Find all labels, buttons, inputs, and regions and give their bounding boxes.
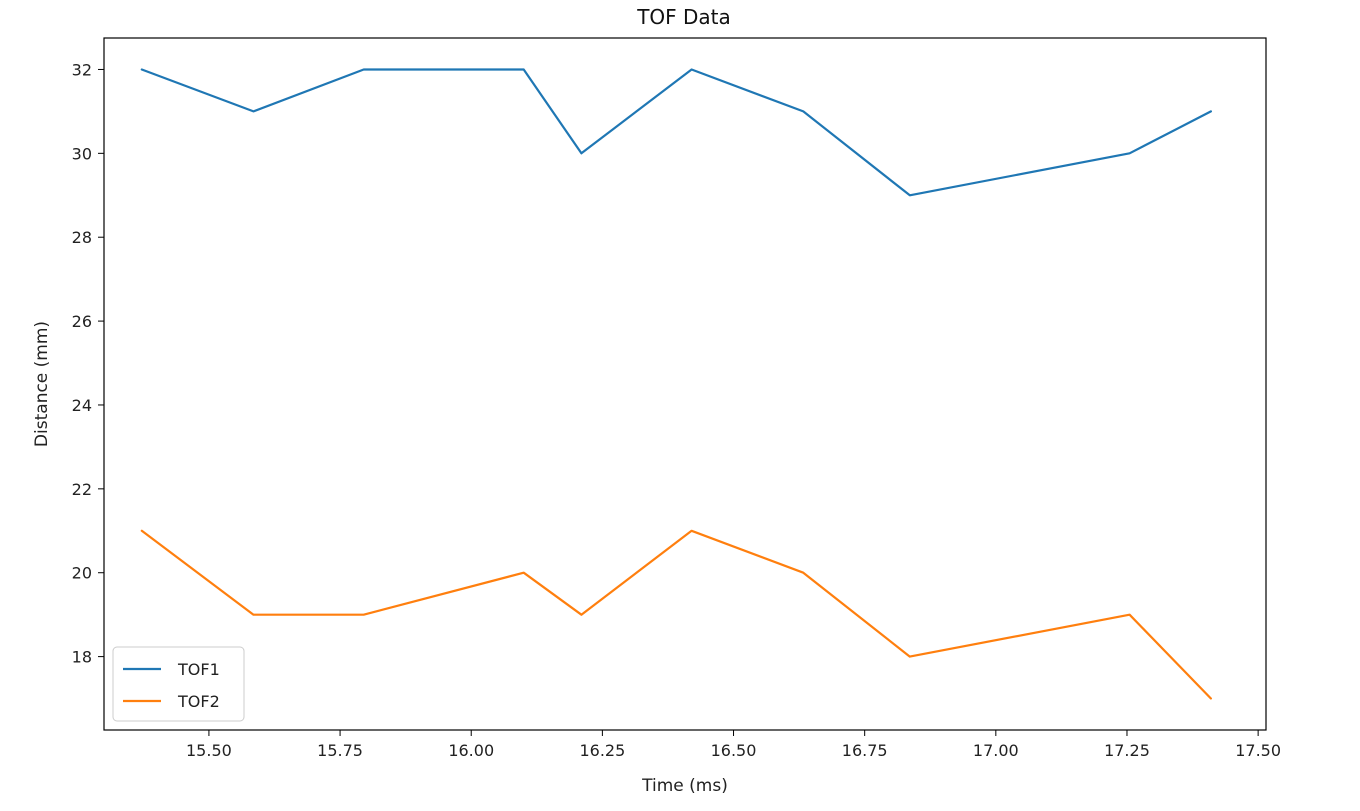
x-tick-label: 17.25 — [1104, 741, 1150, 760]
y-tick-label: 24 — [72, 396, 92, 415]
x-axis-ticks: 15.50 15.75 16.00 16.25 16.50 16.75 17.00 17.25… — [186, 730, 1281, 760]
y-tick-label: 32 — [72, 60, 92, 79]
series-line-tof2 — [140, 529, 1213, 700]
legend: TOF1 TOF2 — [112, 646, 245, 722]
y-tick-label: 18 — [72, 648, 92, 667]
y-tick-label: 20 — [72, 564, 92, 583]
x-axis-label: Time (ms) — [641, 776, 728, 796]
legend-box — [112, 646, 245, 722]
y-axis-ticks: 18 20 22 24 26 28 30 32 — [72, 60, 104, 667]
legend-label-tof2: TOF2 — [177, 692, 220, 711]
y-tick-label: 28 — [72, 228, 92, 247]
legend-label-tof1: TOF1 — [177, 660, 220, 679]
plot-area-frame — [103, 37, 1267, 731]
y-axis-label: Distance (mm) — [32, 321, 52, 447]
x-tick-label: 17.50 — [1235, 741, 1281, 760]
series-group — [140, 68, 1213, 700]
x-tick-label: 16.25 — [579, 741, 625, 760]
y-tick-label: 22 — [72, 480, 92, 499]
x-tick-label: 15.50 — [186, 741, 232, 760]
y-tick-label: 30 — [72, 144, 92, 163]
x-tick-label: 15.75 — [317, 741, 363, 760]
chart-title: TOF Data — [636, 5, 731, 29]
x-tick-label: 16.00 — [448, 741, 494, 760]
series-line-tof1 — [140, 68, 1213, 197]
y-tick-label: 26 — [72, 312, 92, 331]
x-tick-label: 17.00 — [973, 741, 1019, 760]
x-tick-label: 16.50 — [711, 741, 757, 760]
x-tick-label: 16.75 — [842, 741, 888, 760]
